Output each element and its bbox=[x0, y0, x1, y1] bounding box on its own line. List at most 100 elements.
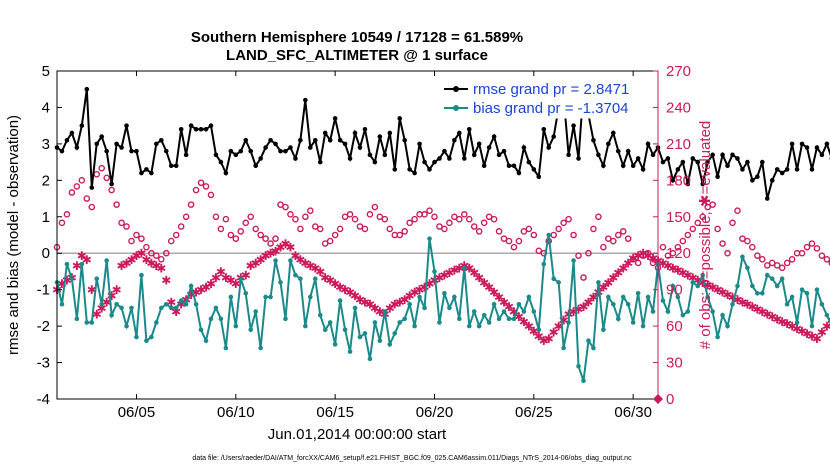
possible-marker bbox=[754, 252, 761, 259]
evaluated-marker: ✱ bbox=[723, 288, 733, 302]
evaluated-marker: ✱ bbox=[608, 271, 618, 285]
rmse-point bbox=[635, 156, 641, 161]
bias-point bbox=[571, 258, 576, 263]
possible-marker bbox=[778, 264, 786, 272]
possible-marker bbox=[575, 252, 582, 259]
bias-point bbox=[188, 283, 194, 289]
rmse-point bbox=[760, 159, 765, 165]
bias-point bbox=[283, 316, 288, 322]
rmse-point bbox=[178, 127, 184, 132]
evaluated-marker: ✱ bbox=[464, 261, 474, 275]
possible-marker bbox=[590, 225, 597, 233]
rmse-point bbox=[814, 145, 820, 150]
evaluated-marker: ✱ bbox=[325, 273, 335, 287]
rmse-point bbox=[566, 152, 571, 158]
evaluated-marker: ✱ bbox=[439, 269, 449, 283]
possible-marker bbox=[267, 240, 274, 247]
rmse-point bbox=[308, 145, 313, 150]
bias-point bbox=[367, 356, 373, 362]
y-right-tick-label: 0 bbox=[666, 391, 674, 408]
possible-marker bbox=[148, 249, 155, 257]
possible-marker bbox=[187, 201, 195, 208]
possible-marker bbox=[709, 201, 716, 208]
bias-point bbox=[442, 291, 447, 296]
rmse-point bbox=[531, 167, 537, 172]
rmse-point bbox=[149, 170, 154, 176]
evaluated-marker: ✱ bbox=[360, 295, 370, 309]
rmse-point bbox=[387, 130, 393, 136]
rmse-point bbox=[466, 127, 472, 132]
evaluated-marker: ✱ bbox=[176, 298, 186, 312]
rmse-point bbox=[317, 159, 323, 165]
possible-marker bbox=[649, 259, 657, 267]
bias-point bbox=[258, 345, 263, 351]
possible-marker bbox=[83, 195, 91, 202]
possible-marker bbox=[58, 219, 66, 227]
bias-point bbox=[764, 272, 770, 278]
rmse-point bbox=[283, 148, 288, 154]
possible-marker bbox=[257, 231, 264, 239]
possible-marker bbox=[197, 179, 205, 187]
evaluated-marker: ✱ bbox=[469, 266, 479, 280]
possible-marker bbox=[158, 255, 165, 263]
evaluated-marker: ✱ bbox=[757, 305, 767, 319]
possible-marker bbox=[674, 243, 682, 251]
evaluated-marker: ✱ bbox=[782, 317, 792, 331]
possible-marker bbox=[490, 215, 498, 223]
possible-marker bbox=[744, 237, 751, 245]
legend-bias-label: bias grand pr = -1.3704 bbox=[473, 100, 629, 117]
bias-point bbox=[476, 323, 482, 329]
bias-point bbox=[650, 309, 656, 314]
possible-marker bbox=[356, 223, 364, 230]
bias-point bbox=[784, 301, 790, 307]
possible-marker bbox=[456, 215, 463, 223]
evaluated-marker: ✱ bbox=[231, 277, 241, 291]
bias-point bbox=[357, 334, 363, 340]
evaluated-marker: ✱ bbox=[310, 261, 320, 275]
evaluated-marker: ✱ bbox=[737, 295, 747, 309]
bias-point bbox=[819, 301, 825, 307]
possible-marker bbox=[153, 252, 160, 259]
evaluated-marker: ✱ bbox=[92, 307, 102, 321]
rmse-point bbox=[94, 141, 100, 147]
bias-point bbox=[437, 320, 442, 325]
evaluated-marker: ✱ bbox=[72, 259, 82, 273]
rmse-point bbox=[740, 167, 745, 172]
possible-marker bbox=[182, 213, 190, 221]
y-right-tick-label: 240 bbox=[666, 99, 691, 116]
evaluated-marker: ✱ bbox=[405, 289, 415, 303]
evaluated-marker: ✱ bbox=[628, 252, 638, 266]
evaluated-marker: ✱ bbox=[415, 283, 425, 297]
bias-point bbox=[149, 334, 154, 340]
rmse-point bbox=[362, 127, 368, 132]
rmse-point bbox=[536, 174, 542, 179]
bias-point bbox=[352, 305, 358, 311]
bias-point bbox=[526, 294, 532, 300]
evaluated-marker: ✱ bbox=[320, 271, 330, 285]
bias-point bbox=[690, 280, 696, 285]
evaluated-marker: ✱ bbox=[688, 271, 698, 285]
evaluated-marker: ✱ bbox=[713, 283, 723, 297]
y-left-tick-label: 0 bbox=[42, 245, 50, 262]
bias-point bbox=[203, 338, 209, 343]
rmse-point bbox=[695, 159, 701, 165]
possible-marker bbox=[297, 225, 304, 233]
bias-point bbox=[576, 363, 581, 369]
evaluated-marker: ✱ bbox=[126, 253, 136, 267]
possible-marker bbox=[605, 235, 612, 242]
bias-point bbox=[372, 320, 378, 325]
bias-point bbox=[779, 276, 785, 282]
possible-marker bbox=[609, 237, 617, 245]
possible-marker bbox=[525, 225, 533, 233]
possible-marker bbox=[252, 225, 259, 233]
rmse-point bbox=[124, 123, 129, 128]
possible-marker bbox=[629, 255, 637, 263]
y-right-tick-label: 180 bbox=[666, 172, 691, 189]
possible-marker bbox=[287, 211, 294, 218]
bias-point bbox=[710, 309, 715, 314]
rmse-point bbox=[725, 163, 730, 169]
evaluated-marker: ✱ bbox=[211, 271, 221, 285]
possible-marker bbox=[664, 252, 672, 259]
possible-marker bbox=[595, 213, 602, 221]
bias-point bbox=[79, 261, 85, 267]
